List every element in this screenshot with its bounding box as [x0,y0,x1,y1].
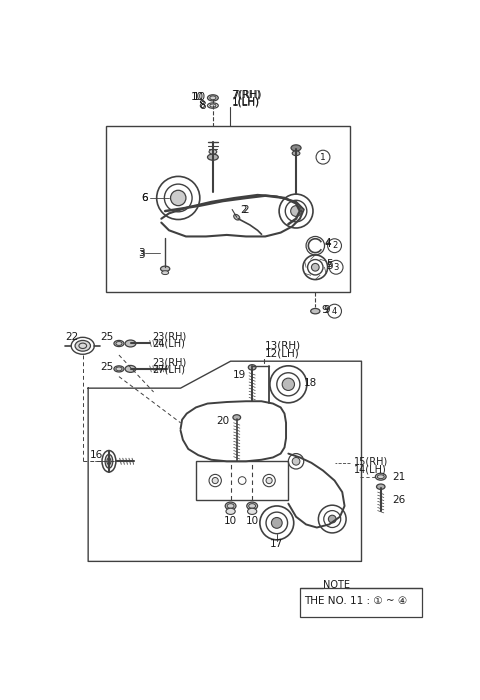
Circle shape [266,477,272,484]
Text: NOTE: NOTE [323,580,350,590]
Text: 8: 8 [199,101,206,111]
Text: 6: 6 [142,193,148,203]
Text: 14(LH): 14(LH) [354,464,386,474]
Text: 20: 20 [216,416,229,426]
Text: 27(LH): 27(LH) [152,365,185,374]
Text: 25: 25 [100,332,114,342]
Text: 3: 3 [138,248,144,258]
Text: 23(RH): 23(RH) [152,358,186,368]
Text: 3: 3 [138,250,144,260]
Text: 24(LH): 24(LH) [152,339,185,349]
Bar [106,126,350,292]
Text: 6: 6 [141,193,147,203]
Ellipse shape [375,473,386,480]
Ellipse shape [225,502,236,510]
Text: 2: 2 [242,204,249,214]
Ellipse shape [247,502,258,510]
Text: 15(RH): 15(RH) [354,456,388,466]
Bar [196,461,288,500]
Ellipse shape [125,365,136,372]
Text: 26: 26 [392,495,406,505]
Text: 19: 19 [233,370,246,380]
Text: 7(RH): 7(RH) [231,90,261,100]
Text: 1(LH): 1(LH) [232,97,260,106]
Text: 22: 22 [65,332,78,342]
Ellipse shape [234,214,240,220]
Ellipse shape [162,271,168,274]
Ellipse shape [248,365,256,370]
Ellipse shape [114,340,124,346]
Text: 23(RH): 23(RH) [152,332,186,342]
Text: 10: 10 [224,517,237,526]
Text: 4: 4 [332,307,337,316]
Text: 10: 10 [246,517,259,526]
Ellipse shape [160,266,170,272]
Ellipse shape [233,414,240,420]
Text: 7(RH): 7(RH) [232,89,262,99]
Circle shape [328,515,336,523]
Text: 13(RH): 13(RH) [265,341,301,351]
Ellipse shape [207,94,218,101]
Text: 9: 9 [323,304,330,314]
Text: 8: 8 [198,100,204,110]
Text: 2: 2 [240,204,246,214]
Circle shape [271,517,282,528]
Text: 9: 9 [322,305,328,316]
Text: 4: 4 [324,239,331,248]
Text: 18: 18 [304,378,317,388]
Ellipse shape [125,340,136,347]
Text: 5: 5 [326,260,333,271]
Ellipse shape [311,309,320,314]
Text: 12(LH): 12(LH) [265,349,300,358]
Bar [300,588,421,617]
Text: 10: 10 [192,92,204,102]
Text: 5: 5 [326,259,333,270]
Text: 17: 17 [270,540,283,550]
Ellipse shape [248,508,257,514]
Circle shape [291,206,301,216]
Ellipse shape [75,340,90,351]
Text: 4: 4 [324,239,331,249]
Circle shape [170,190,186,206]
Circle shape [312,263,319,271]
Text: 10: 10 [193,92,206,102]
Text: THE NO. 11 : ① ~ ④: THE NO. 11 : ① ~ ④ [304,596,407,606]
Text: 1: 1 [320,153,326,162]
Text: 21: 21 [392,472,406,482]
Ellipse shape [114,366,124,372]
Ellipse shape [105,454,113,468]
Ellipse shape [376,484,385,489]
Circle shape [292,458,300,466]
Ellipse shape [207,154,218,160]
Ellipse shape [210,104,216,107]
Ellipse shape [209,150,217,154]
Ellipse shape [226,508,235,514]
Ellipse shape [291,145,301,151]
Text: 16: 16 [90,450,104,460]
Ellipse shape [292,151,300,155]
Text: 2: 2 [332,241,337,250]
Circle shape [212,477,218,484]
Text: 25: 25 [100,363,114,372]
Circle shape [282,378,295,391]
Text: 3: 3 [334,262,339,272]
Text: 1(LH): 1(LH) [231,97,260,108]
